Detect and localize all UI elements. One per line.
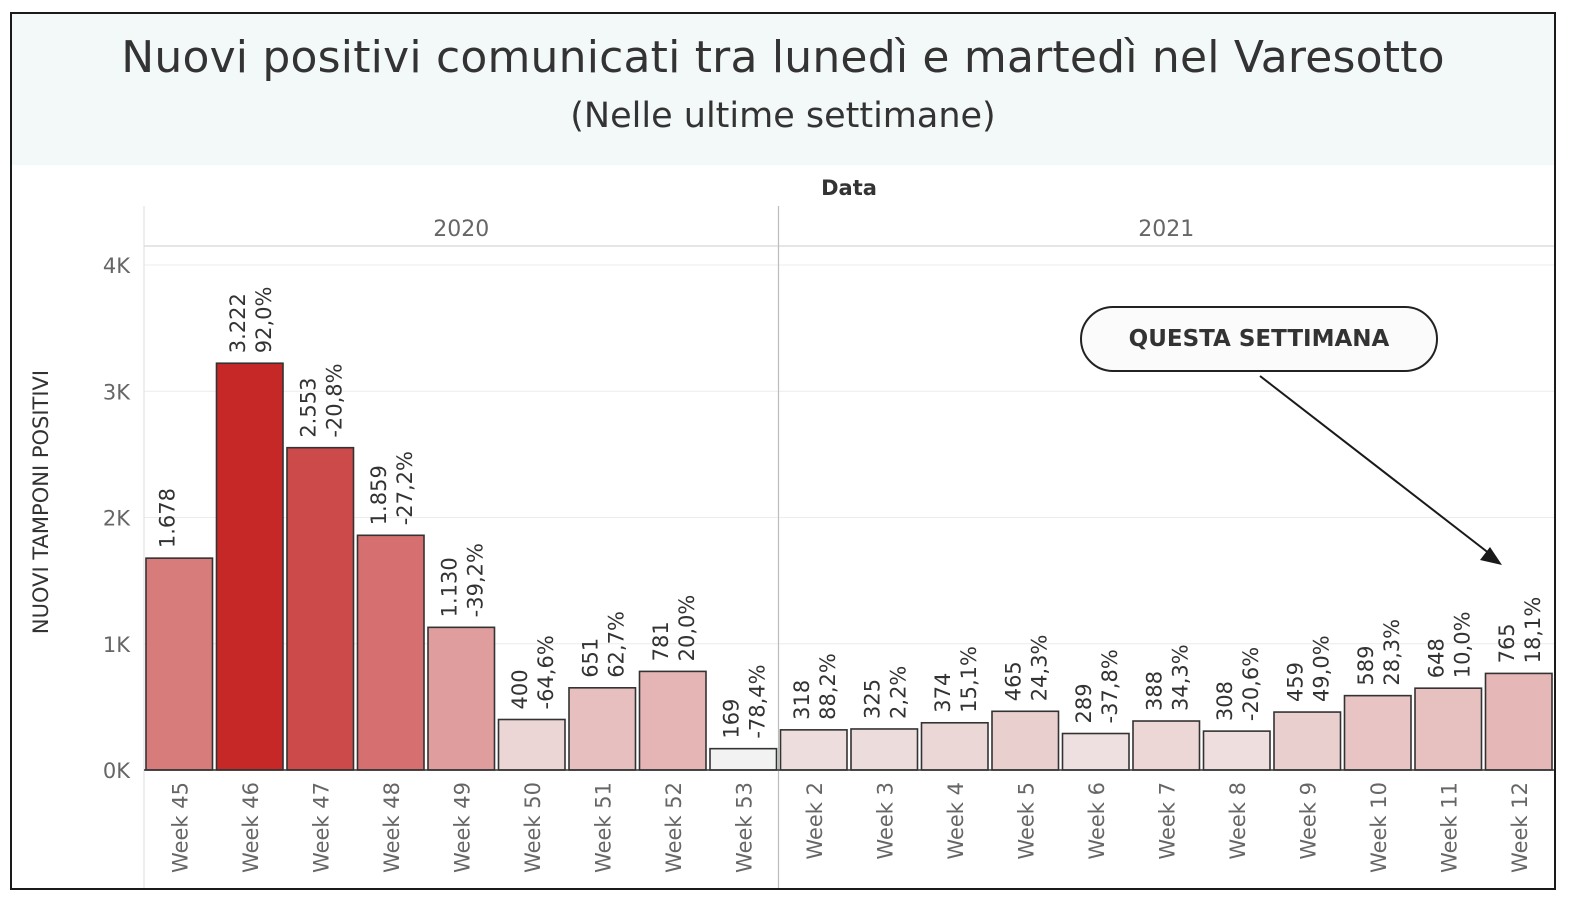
x-tick-label: Week 45 — [168, 782, 192, 873]
callout-arrow-line — [1259, 375, 1491, 555]
year-label-2020: 2020 — [433, 217, 489, 242]
change-label: 24,3% — [1028, 635, 1052, 702]
x-tick-label: Week 12 — [1508, 782, 1532, 873]
change-label: -27,2% — [393, 451, 417, 525]
bar-week-5 — [991, 710, 1060, 771]
bar-week-7 — [1132, 720, 1201, 771]
x-tick-label: Week 51 — [591, 782, 615, 873]
value-label: 400 — [508, 669, 532, 709]
bar-week-50 — [497, 718, 566, 771]
bar-week-4 — [920, 721, 989, 771]
bar-week-10 — [1343, 694, 1412, 771]
bar-week-47 — [286, 446, 355, 771]
x-tick-label: Week 50 — [521, 782, 545, 873]
y-tick-label: 2K — [103, 507, 131, 531]
chart-subtitle: (Nelle ultime settimane) — [570, 96, 996, 136]
change-label: -78,4% — [746, 664, 770, 738]
x-tick-label: Week 6 — [1085, 782, 1109, 860]
bar-week-12 — [1484, 672, 1553, 771]
value-label: 325 — [861, 679, 885, 719]
change-label: 49,0% — [1310, 635, 1334, 702]
column-header-data: Data — [821, 176, 877, 200]
chart-header: Nuovi positivi comunicati tra lunedì e m… — [12, 14, 1554, 165]
year-label-2021: 2021 — [1138, 217, 1194, 242]
y-tick-label: 3K — [103, 380, 131, 404]
bar-chart: 0K 1K 2K 3K 4K Data 2020 2021 NUOVI TAMPONI POSI… — [29, 176, 1554, 888]
chart-title: Nuovi positivi comunicati tra lunedì e m… — [121, 32, 1445, 83]
value-label: 169 — [720, 699, 744, 739]
change-label: 34,3% — [1169, 644, 1193, 711]
value-label: 765 — [1495, 623, 1519, 663]
callout-this-week: QUESTA SETTIMANA — [1080, 306, 1438, 372]
y-tick-label: 1K — [103, 633, 131, 657]
value-label: 651 — [579, 638, 603, 678]
value-label: 289 — [1072, 683, 1096, 723]
change-label: -20,6% — [1239, 647, 1263, 721]
change-label: -37,8% — [1098, 649, 1122, 723]
bar-week-8 — [1202, 730, 1271, 771]
value-label: 781 — [649, 621, 673, 661]
x-tick-label: Week 11 — [1437, 782, 1461, 873]
bar-week-49 — [427, 626, 496, 771]
x-tick-label: Week 52 — [662, 782, 686, 873]
bar-week-45 — [145, 557, 214, 771]
callout-label: QUESTA SETTIMANA — [1128, 326, 1390, 352]
x-tick-label: Week 10 — [1367, 782, 1391, 873]
value-label: 648 — [1425, 638, 1449, 678]
value-label: 318 — [790, 680, 814, 720]
bar-week-46 — [215, 362, 284, 771]
bar-week-6 — [1061, 732, 1130, 771]
bar-week-11 — [1414, 687, 1483, 771]
y-axis-title: NUOVI TAMPONI POSITIVI — [29, 370, 53, 634]
value-label: 2.553 — [297, 378, 321, 438]
chart-frame: Nuovi positivi comunicati tra lunedì e m… — [10, 12, 1556, 890]
change-label: 20,0% — [675, 595, 699, 662]
x-tick-label: Week 46 — [239, 782, 263, 873]
value-label: 1.130 — [438, 557, 462, 617]
change-label: 15,1% — [957, 646, 981, 713]
value-label: 388 — [1143, 671, 1167, 711]
change-label: 92,0% — [252, 287, 276, 354]
y-tick-label: 0K — [103, 759, 131, 783]
x-tick-label: Week 49 — [450, 782, 474, 873]
x-tick-label: Week 53 — [732, 782, 756, 873]
x-tick-label: Week 2 — [803, 782, 827, 860]
x-tick-label: Week 5 — [1014, 782, 1038, 860]
change-label: 88,2% — [816, 653, 840, 720]
x-tick-label: Week 8 — [1226, 782, 1250, 860]
change-label: 2,2% — [887, 666, 911, 719]
x-tick-label: Week 7 — [1155, 782, 1179, 860]
callout-arrowhead — [1480, 547, 1502, 565]
value-label: 308 — [1213, 681, 1237, 721]
bar-week-53 — [709, 747, 778, 771]
bar-week-52 — [638, 670, 707, 771]
bar-week-48 — [356, 534, 425, 771]
change-label: -20,8% — [323, 363, 347, 437]
change-label: 10,0% — [1451, 611, 1475, 678]
value-label: 1.859 — [367, 465, 391, 525]
change-label: -39,2% — [464, 543, 488, 617]
x-tick-label: Week 3 — [873, 782, 897, 860]
value-label: 1.678 — [156, 488, 180, 548]
bar-week-3 — [850, 728, 919, 771]
y-tick-label: 4K — [103, 254, 131, 278]
change-label: 18,1% — [1521, 597, 1545, 664]
value-label: 465 — [1002, 661, 1026, 701]
x-tick-label: Week 4 — [944, 782, 968, 860]
value-label: 589 — [1354, 646, 1378, 686]
change-label: 28,3% — [1380, 619, 1404, 686]
bar-week-51 — [568, 687, 637, 771]
value-label: 459 — [1284, 662, 1308, 702]
bar-week-2 — [779, 729, 848, 771]
x-tick-label: Week 47 — [309, 782, 333, 873]
value-label: 374 — [931, 673, 955, 713]
x-tick-label: Week 9 — [1296, 782, 1320, 860]
bar-week-9 — [1273, 711, 1342, 771]
change-label: 62,7% — [605, 611, 629, 678]
value-label: 3.222 — [226, 293, 250, 353]
change-label: -64,6% — [534, 635, 558, 709]
x-tick-label: Week 48 — [380, 782, 404, 873]
